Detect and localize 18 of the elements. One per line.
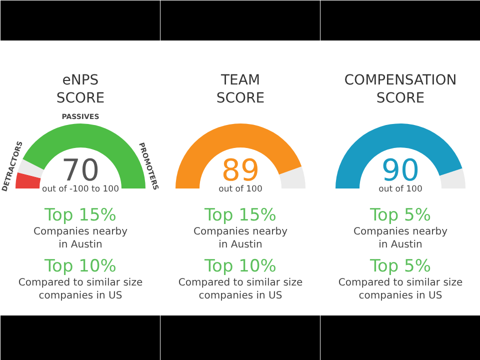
text: Compared to similar size companies in US (338, 277, 463, 302)
text: Companies nearby in Austin (354, 226, 448, 251)
text: Top 5% (368, 256, 432, 276)
chart-title: eNPS SCORE (56, 72, 105, 106)
chart-title: COMPENSATION SCORE (344, 72, 457, 106)
text: Companies nearby in Austin (34, 226, 128, 251)
text: Companies nearby in Austin (194, 226, 288, 251)
text: out of 100 (218, 184, 262, 194)
chart-title: TEAM SCORE (216, 72, 265, 106)
text: out of 100 (378, 184, 422, 194)
text: Compared to similar size companies in US (18, 277, 143, 302)
text: Top 15% (204, 206, 276, 226)
text: Top 10% (204, 256, 276, 276)
text: Top 5% (368, 206, 432, 226)
text: Compared to similar size companies in US (178, 277, 303, 302)
text: Top 10% (44, 256, 116, 276)
text: out of -100 to 100 (42, 184, 119, 194)
text: Top 15% (44, 206, 116, 226)
